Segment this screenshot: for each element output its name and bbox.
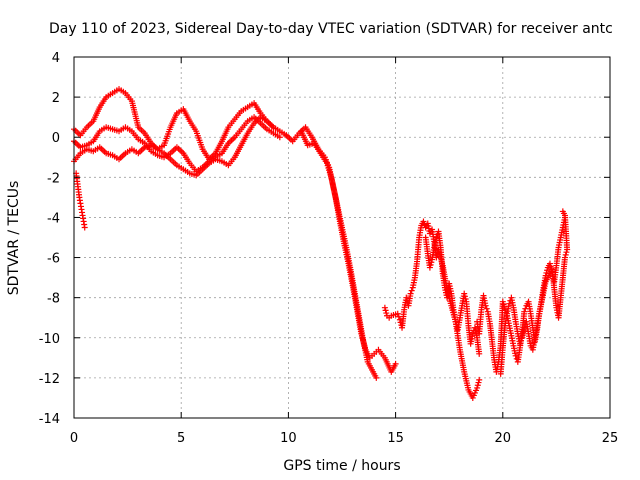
data-point-interp <box>461 293 468 300</box>
data-point-interp <box>501 304 508 311</box>
data-point <box>426 264 433 271</box>
data-point-interp <box>483 305 490 312</box>
x-tick-label: 10 <box>280 431 297 446</box>
data-point <box>461 290 468 297</box>
y-tick-label: -2 <box>47 171 60 186</box>
data-point <box>381 304 388 311</box>
data-point <box>516 340 523 347</box>
data-point-interp <box>562 251 569 258</box>
data-point <box>476 376 483 383</box>
data-point-interp <box>475 379 482 386</box>
x-tick-label: 15 <box>387 431 404 446</box>
data-point-interp <box>427 261 434 268</box>
data-point <box>394 310 401 317</box>
x-tick-label: 0 <box>70 431 78 446</box>
x-tick-label: 5 <box>177 431 185 446</box>
x-tick-label: 25 <box>602 431 619 446</box>
y-tick-label: -4 <box>47 211 60 226</box>
data-point <box>499 298 506 305</box>
plot-frame <box>73 56 611 419</box>
data-points <box>71 86 571 401</box>
data-point <box>506 300 513 307</box>
data-point-interp <box>428 259 435 266</box>
data-point <box>373 374 380 381</box>
y-tick-label: -12 <box>39 372 60 387</box>
y-tick-label: 2 <box>52 91 60 106</box>
data-point <box>521 308 528 315</box>
data-point <box>452 318 459 325</box>
data-point-interp <box>544 267 551 274</box>
y-axis-label: SDTVAR / TECUs <box>6 181 22 296</box>
data-point <box>559 208 566 215</box>
data-point <box>482 302 489 309</box>
data-point <box>420 218 427 225</box>
data-point-interp <box>474 382 481 389</box>
data-point <box>270 124 277 131</box>
data-point-interp <box>518 337 525 344</box>
data-point <box>474 384 481 391</box>
data-point-interp <box>382 307 389 314</box>
data-point-interp <box>500 301 507 308</box>
data-point <box>512 352 519 359</box>
y-tick-label: 4 <box>52 51 60 66</box>
data-point <box>407 290 414 297</box>
data-point <box>521 324 528 331</box>
data-point-interp <box>547 263 554 270</box>
data-point <box>469 330 476 337</box>
axis-ticks: 0 5 10 15 20 25 -14 -12 -10 -8 -6 -4 -2 0 2 4 <box>39 51 619 446</box>
data-point-interp <box>408 287 415 294</box>
x-axis-label: GPS time / hours <box>283 458 400 474</box>
data-point <box>392 360 399 367</box>
y-tick-label: 0 <box>52 131 60 146</box>
data-point <box>546 260 553 267</box>
y-tick-label: -14 <box>39 412 60 427</box>
data-point <box>476 350 483 357</box>
data-point-interp <box>383 310 390 317</box>
y-tick-label: -10 <box>39 332 60 347</box>
x-tick-label: 20 <box>495 431 512 446</box>
data-point <box>276 134 283 141</box>
data-point <box>403 294 410 301</box>
data-point-interp <box>462 296 469 303</box>
y-tick-label: -6 <box>47 252 60 267</box>
data-point <box>81 224 88 231</box>
y-tick-label: -8 <box>47 292 60 307</box>
data-point <box>396 316 403 323</box>
chart-title: Day 110 of 2023, Sidereal Day-to-day VTE… <box>49 21 613 37</box>
data-point <box>561 254 568 261</box>
